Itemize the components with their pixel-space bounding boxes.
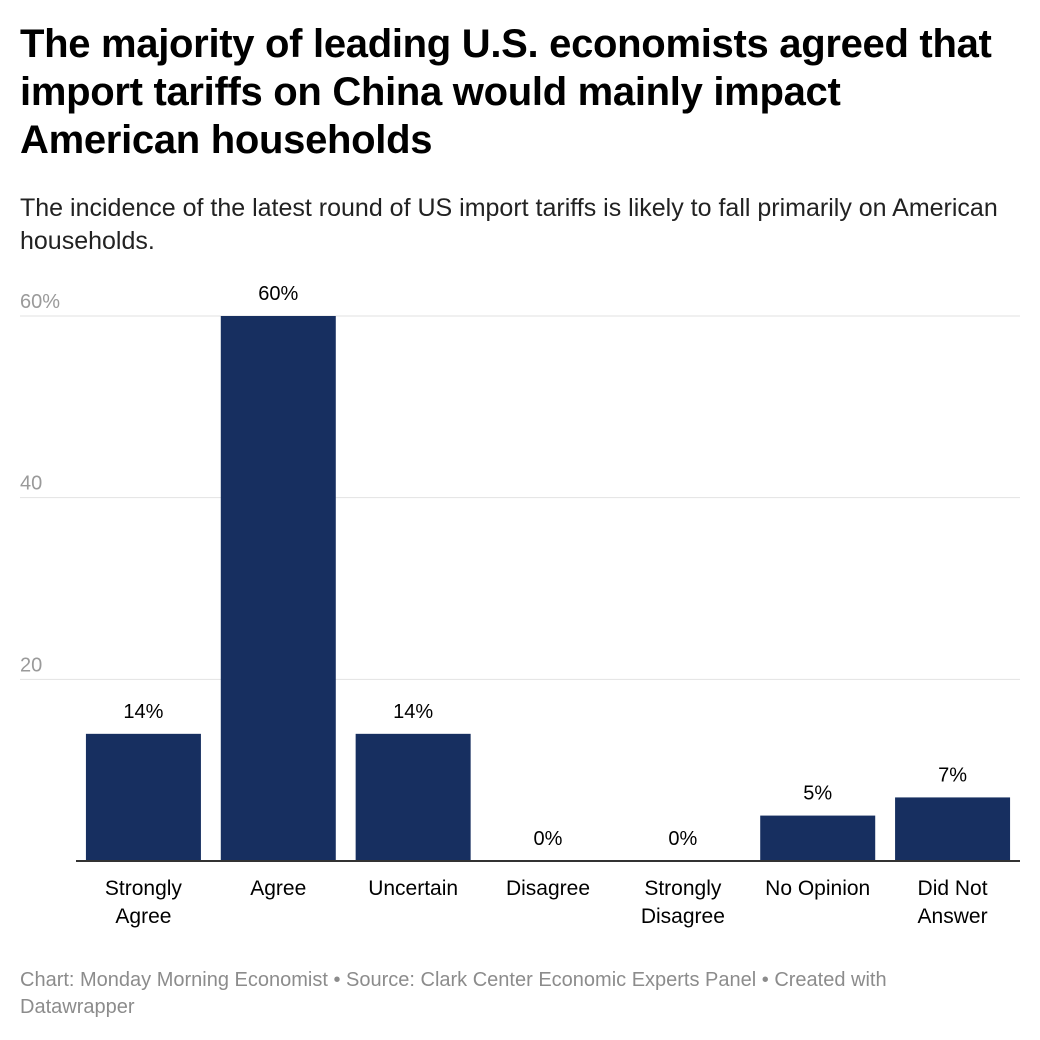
y-tick-label: 40 — [20, 473, 42, 495]
x-tick-label: Answer — [918, 905, 988, 928]
x-tick-label: Agree — [250, 877, 306, 900]
x-tick-label: Did Not — [918, 877, 988, 900]
value-label: 60% — [258, 283, 298, 305]
value-label: 14% — [123, 701, 163, 723]
y-tick-label: 60% — [20, 291, 60, 313]
value-label: 0% — [668, 828, 697, 850]
chart-footer: Chart: Monday Morning Economist • Source… — [20, 969, 887, 1018]
value-label: 14% — [393, 701, 433, 723]
x-tick-label: Strongly — [644, 877, 722, 900]
x-tick-label: Strongly — [105, 877, 183, 900]
x-tick-label: No Opinion — [765, 877, 870, 900]
x-tick-label: Agree — [115, 905, 171, 928]
value-label: 0% — [534, 828, 563, 850]
x-tick-label: Uncertain — [368, 877, 458, 900]
value-label: 7% — [938, 764, 967, 786]
gridlines: 20 40 60% — [20, 291, 1020, 680]
y-tick-label: 20 — [20, 654, 42, 676]
chart-subtitle: The incidence of the latest round of US … — [20, 194, 998, 255]
bar-chart: 20 40 60% 14% 60% 14% 0% 0% 5% 7% Strongly Agree A… — [20, 283, 1020, 928]
x-tick-label: Disagree — [641, 905, 725, 928]
x-tick-label: Disagree — [506, 877, 590, 900]
bars — [85, 316, 1011, 861]
bar — [85, 733, 201, 861]
bar — [760, 815, 876, 861]
bar — [220, 316, 336, 861]
value-labels: 14% 60% 14% 0% 0% 5% 7% — [123, 283, 967, 850]
chart-title: The majority of leading U.S. economists … — [20, 22, 992, 162]
x-axis: Strongly Agree Agree Uncertain Disagree Stron… — [76, 860, 1020, 928]
bar — [895, 797, 1011, 861]
value-label: 5% — [803, 783, 832, 805]
bar — [355, 733, 471, 861]
